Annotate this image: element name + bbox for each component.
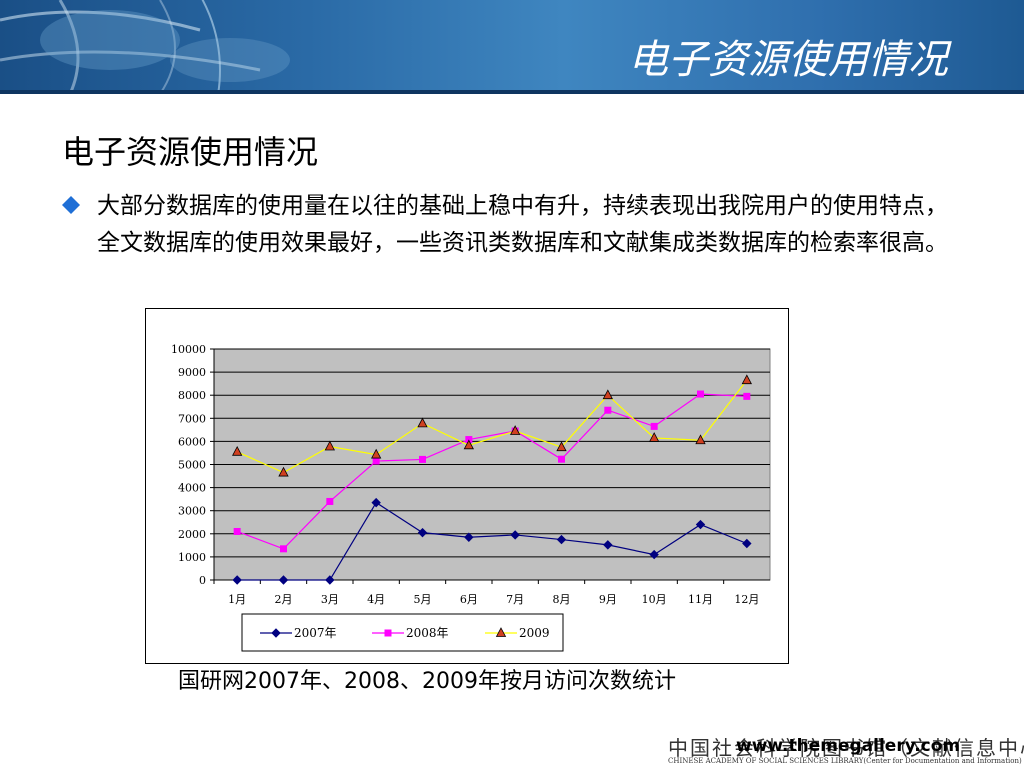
legend-label: 2007年 bbox=[294, 626, 337, 640]
data-point bbox=[558, 455, 565, 463]
x-tick-label: 1月 bbox=[228, 593, 246, 606]
y-tick-label: 1000 bbox=[178, 551, 206, 564]
data-point bbox=[463, 439, 474, 450]
header-banner: 电子资源使用情况 bbox=[0, 0, 1024, 94]
y-tick-label: 0 bbox=[199, 574, 206, 587]
data-point bbox=[326, 497, 334, 505]
x-tick-label: 5月 bbox=[414, 593, 432, 606]
x-tick-label: 4月 bbox=[367, 593, 385, 606]
y-tick-label: 4000 bbox=[178, 482, 206, 495]
x-tick-label: 9月 bbox=[599, 593, 617, 606]
chart-container: 0 1000 2000 3000 4000 5000 6000 7000 8000 9000 100… bbox=[145, 308, 789, 664]
series-line-0 bbox=[237, 501, 748, 581]
x-tick-label: 3月 bbox=[321, 593, 339, 606]
data-point bbox=[695, 434, 706, 445]
legend-marker bbox=[495, 627, 507, 637]
data-point bbox=[372, 457, 380, 465]
data-point bbox=[371, 448, 382, 459]
data-point bbox=[603, 540, 613, 550]
y-tick-label: 10000 bbox=[171, 343, 206, 356]
data-point bbox=[510, 530, 520, 540]
x-tick-label: 11月 bbox=[688, 593, 713, 606]
series-line-1 bbox=[236, 393, 747, 550]
data-point bbox=[556, 441, 567, 452]
x-tick-label: 6月 bbox=[460, 593, 478, 606]
data-point bbox=[233, 527, 241, 535]
y-tick-label: 3000 bbox=[178, 505, 206, 518]
data-point bbox=[650, 422, 658, 430]
data-point bbox=[232, 575, 242, 585]
x-tick-label: 12月 bbox=[734, 593, 759, 606]
line-chart: 0 1000 2000 3000 4000 5000 6000 7000 8000 9000 100… bbox=[171, 343, 771, 652]
data-point bbox=[464, 532, 474, 542]
data-point bbox=[278, 466, 289, 477]
data-point bbox=[741, 374, 752, 385]
data-point bbox=[742, 538, 752, 549]
data-point bbox=[371, 497, 381, 508]
banner-title: 电子资源使用情况 bbox=[628, 37, 948, 83]
data-point bbox=[697, 390, 704, 398]
legend-marker bbox=[384, 629, 392, 637]
data-point bbox=[602, 389, 613, 400]
bullet-text: 大部分数据库的使用量在以往的基础上稳中有升，持续表现出我院用户的使用特点，全文数… bbox=[97, 193, 948, 256]
data-point bbox=[280, 545, 287, 553]
x-tick-label: 7月 bbox=[506, 593, 524, 606]
data-point bbox=[510, 425, 521, 435]
legend-label: 2009 bbox=[519, 626, 550, 640]
banner-stripe bbox=[0, 90, 1024, 94]
library-name-en: CHINESE ACADEMY OF SOCIAL SCIENCES LIBRA… bbox=[668, 757, 1022, 765]
data-point bbox=[695, 519, 706, 530]
data-point bbox=[743, 392, 751, 400]
data-point bbox=[325, 575, 335, 585]
y-tick-label: 2000 bbox=[178, 528, 206, 541]
data-point bbox=[649, 549, 659, 560]
data-point bbox=[417, 417, 428, 428]
data-point bbox=[324, 440, 335, 451]
chart-caption: 国研网2007年、2008、2009年按月访问次数统计 bbox=[178, 669, 676, 694]
data-point bbox=[419, 455, 426, 463]
data-point bbox=[649, 432, 660, 442]
website-url: www.themegallery.com bbox=[736, 736, 961, 756]
series-line-2 bbox=[236, 379, 748, 474]
legend-label: 2008年 bbox=[406, 626, 449, 640]
y-tick-label: 5000 bbox=[178, 459, 206, 472]
y-tick-label: 9000 bbox=[178, 366, 206, 379]
data-point bbox=[417, 527, 428, 538]
data-point bbox=[604, 406, 612, 414]
library-name-cn: 中国社会科学院图书馆（文献信息中心） bbox=[668, 736, 1024, 760]
x-tick-label: 2月 bbox=[275, 593, 293, 606]
data-point bbox=[278, 575, 289, 585]
data-point bbox=[232, 445, 243, 456]
globe-graphic bbox=[0, 0, 290, 94]
page-heading: 电子资源使用情况 bbox=[62, 133, 319, 171]
x-tick-label: 10月 bbox=[642, 593, 667, 606]
y-tick-label: 7000 bbox=[178, 412, 206, 425]
y-tick-label: 6000 bbox=[178, 435, 206, 448]
x-tick-label: 8月 bbox=[553, 593, 571, 606]
diamond-bullet-icon bbox=[62, 196, 80, 214]
y-tick-label: 8000 bbox=[178, 389, 206, 402]
data-point bbox=[556, 534, 567, 545]
legend-marker bbox=[271, 628, 281, 638]
